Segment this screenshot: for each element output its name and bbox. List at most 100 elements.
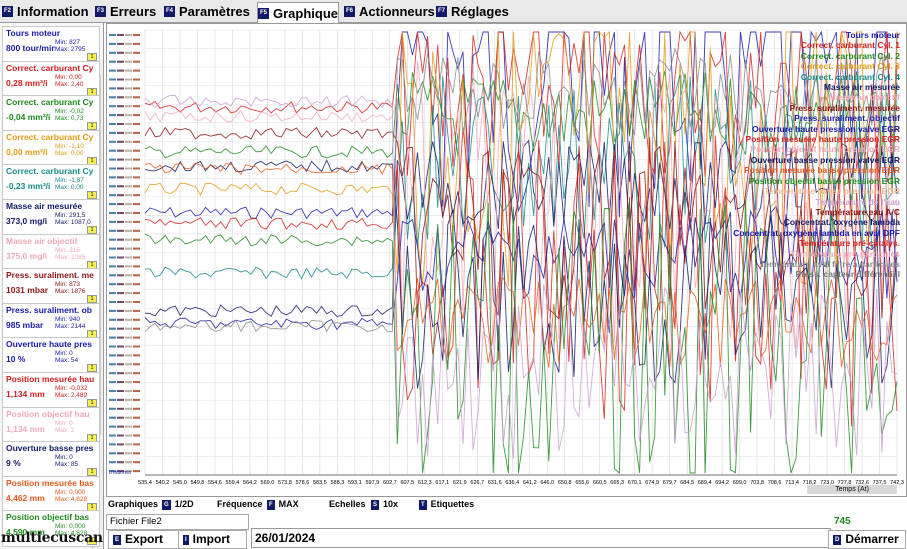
x-tick-label: 650,8	[558, 480, 572, 486]
sensor-tile[interactable]: Correct. carburant Cy -0,04 mm³/i Min: -0,…	[2, 95, 100, 133]
y-tick-mark	[125, 390, 132, 392]
y-tick-mark	[109, 203, 116, 206]
y-tick-mark	[125, 220, 132, 223]
y-tick-mark	[133, 140, 140, 143]
tab-paramètres[interactable]: F4 Paramètres	[164, 2, 250, 20]
tab-graphique[interactable]: F5 Graphique	[257, 2, 340, 23]
tab-information[interactable]: F2 Information	[2, 2, 89, 20]
y-tick-mark	[117, 345, 124, 348]
sensor-name: Ouverture haute pres	[6, 339, 92, 350]
sensor-scale-box[interactable]: 1	[87, 156, 97, 165]
y-tick-mark	[117, 461, 124, 464]
y-tick-mark	[125, 51, 132, 54]
sensor-value: 985 mbar	[6, 319, 44, 330]
x-tick-label: 540,2	[156, 480, 170, 486]
y-tick-mark	[117, 78, 124, 81]
tab-actionneurs[interactable]: F6 Actionneurs	[344, 2, 435, 20]
y-tick-mark	[117, 203, 124, 206]
y-tick-mark	[117, 34, 124, 36]
series-line	[144, 94, 898, 459]
tab-label: Réglages	[451, 3, 509, 19]
y-tick-mark	[109, 229, 116, 232]
sensor-scale-box[interactable]: 1	[87, 502, 97, 511]
sensor-scale-box[interactable]: 1	[87, 191, 97, 200]
y-tick-mark	[117, 407, 124, 410]
sensor-scale-box[interactable]: 1	[87, 87, 97, 96]
sensor-tile[interactable]: Masse air mesurée 373,0 mg/i Min: 291,5 Max…	[2, 199, 100, 236]
sensor-tile[interactable]: Correct. carburant Cy 0,28 mm³/i Min: 0,00…	[2, 60, 100, 98]
sensor-tile[interactable]: Position objectif hau 1,134 mm Min: 0 Max: …	[2, 406, 100, 444]
sensor-tile[interactable]: Press. suraliment. ob 985 mbar Min: 940 Max…	[2, 302, 100, 340]
series-line	[144, 58, 898, 354]
y-tick-mark	[125, 194, 132, 197]
scale-button[interactable]: S 10x	[371, 499, 399, 510]
sensor-tile[interactable]: Ouverture haute pres 10 % Min: 0 Max: 54 1	[2, 337, 100, 375]
series-line	[144, 30, 898, 287]
y-tick-mark	[133, 407, 140, 410]
sensor-scale-box[interactable]: 1	[87, 468, 97, 477]
file-selector[interactable]: Fichier File2	[106, 514, 249, 530]
sensor-scale-box[interactable]: 1	[87, 399, 97, 407]
legend-entry: Press. suraliment. objectif	[794, 113, 900, 124]
sensor-tile[interactable]: Press. suraliment. me 1031 mbar Min: 873 Ma…	[2, 268, 100, 306]
sensor-tile[interactable]: Masse air objectif 375,0 mg/i Min: 315 Max:…	[2, 233, 100, 271]
y-tick-mark	[109, 256, 116, 259]
sensor-tile[interactable]: Position mesurée hau 1,134 mm Min: -0,032 M…	[2, 372, 100, 409]
y-tick-mark	[133, 309, 140, 312]
sensor-tile[interactable]: Correct. carburant Cy -0,23 mm³/i Min: -1,…	[2, 164, 100, 202]
y-tick-mark	[125, 176, 132, 179]
sensor-scale-box[interactable]: 1	[87, 537, 97, 546]
y-tick-mark	[109, 283, 116, 286]
sensor-tile[interactable]: Correct. carburant Cy 0,00 mm³/i Min: -1,1…	[2, 129, 100, 167]
sensor-scale-box[interactable]: 1	[87, 364, 97, 373]
sensor-scale-box[interactable]: 1	[87, 53, 97, 61]
etiquettes-button[interactable]: T Etiquettes	[419, 499, 475, 510]
y-tick-mark	[109, 176, 116, 179]
y-tick-mark	[133, 105, 140, 108]
x-tick-label: 732,6	[855, 480, 869, 486]
legend-entry: Correct. carburant Cyl. 2	[800, 50, 900, 61]
y-tick-mark	[109, 51, 116, 54]
sensor-scale-box[interactable]: 1	[87, 260, 97, 269]
sensor-tile[interactable]: Position objectif bas 4,590 mm Min: 0,000 M…	[2, 510, 100, 548]
export-button[interactable]: E Export	[108, 530, 179, 549]
sensor-tile[interactable]: Position mesurée bas 4,462 mm Min: 0,000 Ma…	[2, 475, 100, 513]
y-tick-mark	[109, 265, 116, 268]
start-button[interactable]: D Démarrer	[828, 530, 906, 549]
y-tick-mark	[133, 78, 140, 81]
sensor-min-max: Min: -1,10 Max: 0,00	[55, 142, 84, 157]
x-axis-unit-label: Temps (At)	[807, 485, 897, 494]
tab-réglages[interactable]: F7 Réglages	[436, 2, 509, 20]
y-tick-mark	[109, 301, 116, 303]
y-tick-mark	[109, 318, 116, 321]
x-tick-label: 737,5	[873, 480, 887, 486]
sensor-tile[interactable]: Tours moteur 800 tour/min Min: 827 Max: 279…	[2, 26, 100, 63]
y-tick-mark	[109, 167, 116, 170]
y-tick-mark	[117, 274, 124, 277]
sensor-name: Press. suraliment. ob	[6, 304, 92, 315]
sensor-scale-box[interactable]: 1	[87, 122, 97, 131]
y-tick-mark	[117, 452, 124, 455]
y-tick-mark	[125, 452, 132, 455]
y-tick-mark	[109, 149, 116, 152]
y-tick-mark	[125, 398, 132, 401]
y-tick-mark	[125, 114, 132, 117]
sensor-min-max: Min: 0 Max: 54	[55, 350, 79, 365]
x-tick-label: 665,3	[610, 480, 624, 486]
import-button[interactable]: I Import	[178, 530, 247, 549]
y-tick-mark	[117, 301, 124, 303]
sensor-scale-box[interactable]: 1	[87, 226, 97, 234]
file-label: Fichier File2	[110, 516, 162, 527]
half-toggle[interactable]: G 1/2D	[162, 499, 194, 510]
frequency-button[interactable]: F MAX	[267, 499, 299, 510]
y-tick-mark	[125, 461, 132, 464]
sensor-scale-box[interactable]: 1	[87, 295, 97, 304]
y-tick-mark	[125, 203, 132, 206]
start-key: D	[833, 534, 842, 545]
tab-erreurs[interactable]: F3 Erreurs	[95, 2, 156, 20]
y-tick-mark	[117, 69, 124, 72]
legend-entry: Position objectif haute pression EGR	[750, 144, 900, 155]
sensor-scale-box[interactable]: 1	[87, 433, 97, 442]
sensor-tile[interactable]: Ouverture basse pres 9 % Min: 0 Max: 85 1	[2, 441, 100, 479]
sensor-scale-box[interactable]: 1	[87, 329, 97, 338]
